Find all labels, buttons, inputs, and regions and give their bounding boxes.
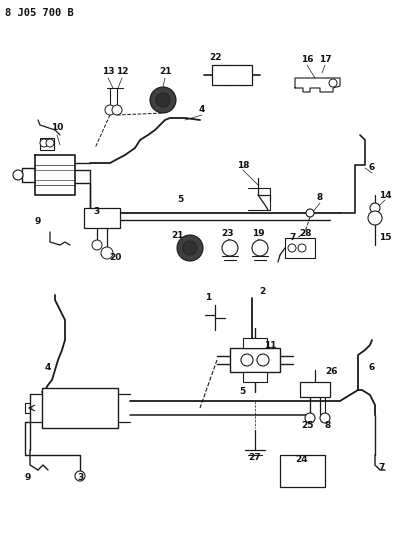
Text: 23: 23 bbox=[222, 230, 234, 238]
Bar bbox=[84, 208, 120, 228]
Bar bbox=[243, 338, 267, 348]
Text: 7: 7 bbox=[379, 464, 385, 472]
Text: 1: 1 bbox=[205, 294, 211, 303]
Text: 8: 8 bbox=[317, 193, 323, 203]
Bar bbox=[280, 455, 325, 487]
Bar bbox=[42, 388, 118, 428]
Circle shape bbox=[245, 374, 253, 382]
Text: 4: 4 bbox=[45, 364, 51, 373]
Circle shape bbox=[156, 93, 170, 107]
Text: 8 J05 700 B: 8 J05 700 B bbox=[5, 8, 74, 18]
Text: 13: 13 bbox=[102, 68, 114, 77]
Circle shape bbox=[306, 209, 314, 217]
Circle shape bbox=[92, 240, 102, 250]
Circle shape bbox=[329, 79, 337, 87]
Circle shape bbox=[112, 105, 122, 115]
Bar bbox=[212, 65, 252, 85]
Circle shape bbox=[40, 139, 48, 147]
Text: 22: 22 bbox=[209, 53, 221, 62]
Circle shape bbox=[257, 354, 269, 366]
Bar bbox=[300, 382, 330, 397]
Text: 28: 28 bbox=[299, 230, 311, 238]
Circle shape bbox=[105, 105, 115, 115]
Text: 3: 3 bbox=[77, 473, 83, 482]
Circle shape bbox=[222, 240, 238, 256]
Text: 26: 26 bbox=[326, 367, 338, 376]
Circle shape bbox=[75, 471, 85, 481]
Circle shape bbox=[13, 170, 23, 180]
Circle shape bbox=[177, 235, 203, 261]
Text: 2: 2 bbox=[259, 287, 265, 296]
Text: 19: 19 bbox=[252, 230, 264, 238]
Text: 15: 15 bbox=[379, 233, 391, 243]
Circle shape bbox=[252, 240, 268, 256]
Circle shape bbox=[320, 413, 330, 423]
Bar bbox=[230, 348, 280, 372]
Text: 16: 16 bbox=[301, 55, 313, 64]
Text: 25: 25 bbox=[302, 421, 314, 430]
Text: 11: 11 bbox=[264, 341, 276, 350]
Text: 12: 12 bbox=[116, 68, 128, 77]
Text: 3: 3 bbox=[94, 207, 100, 216]
Text: 5: 5 bbox=[239, 387, 245, 397]
Circle shape bbox=[241, 354, 253, 366]
Bar bbox=[285, 238, 315, 258]
Circle shape bbox=[46, 139, 54, 147]
Text: 20: 20 bbox=[109, 254, 121, 262]
Circle shape bbox=[288, 244, 296, 252]
Text: 9: 9 bbox=[25, 473, 31, 482]
Text: 14: 14 bbox=[379, 190, 391, 199]
Text: 9: 9 bbox=[35, 217, 41, 227]
Circle shape bbox=[368, 211, 382, 225]
Text: 17: 17 bbox=[319, 55, 331, 64]
Text: 6: 6 bbox=[369, 364, 375, 373]
Circle shape bbox=[298, 244, 306, 252]
Text: 27: 27 bbox=[249, 454, 261, 463]
Circle shape bbox=[183, 241, 197, 255]
Text: 4: 4 bbox=[199, 106, 205, 115]
Text: 24: 24 bbox=[296, 456, 308, 464]
Text: 7: 7 bbox=[290, 233, 296, 243]
Circle shape bbox=[370, 203, 380, 213]
Text: 10: 10 bbox=[51, 124, 63, 133]
Text: 21: 21 bbox=[159, 68, 171, 77]
Text: 5: 5 bbox=[177, 196, 183, 205]
Text: 21: 21 bbox=[172, 231, 184, 240]
Bar bbox=[40, 138, 54, 150]
Circle shape bbox=[305, 413, 315, 423]
Text: 6: 6 bbox=[369, 164, 375, 173]
Text: 8: 8 bbox=[325, 421, 331, 430]
Text: 18: 18 bbox=[237, 160, 249, 169]
Bar bbox=[243, 372, 267, 382]
Circle shape bbox=[101, 247, 113, 259]
Circle shape bbox=[150, 87, 176, 113]
